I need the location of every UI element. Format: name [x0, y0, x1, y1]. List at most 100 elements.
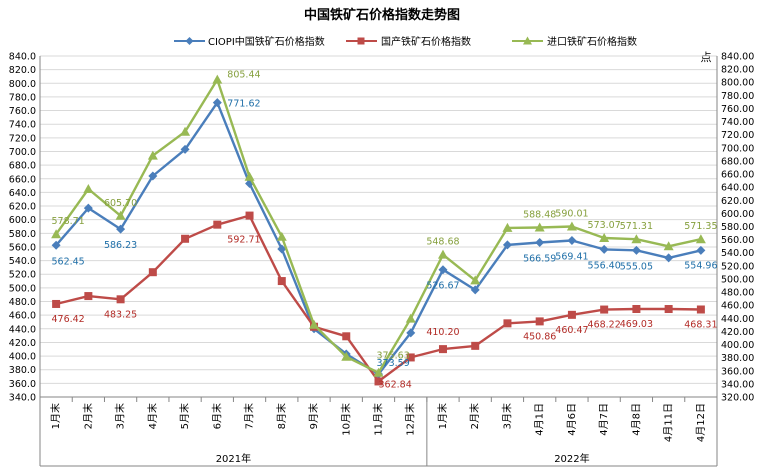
legend-item-domestic: 国产铁矿石价格指数: [346, 35, 471, 48]
data-point: [599, 233, 610, 243]
data-label: 555.05: [620, 261, 653, 272]
data-point: [212, 98, 222, 108]
gridlines: [40, 55, 717, 398]
data-point: [341, 351, 352, 361]
x-tick-label: 4月8日: [630, 403, 642, 436]
x-tick-label: 4月1日: [534, 403, 546, 436]
data-label: 362.84: [379, 379, 412, 390]
data-point: [664, 253, 674, 263]
y-tick-label-right: 600.00: [721, 209, 754, 220]
x-tick-label: 1月末: [49, 403, 62, 429]
data-label: 460.47: [555, 325, 588, 336]
data-label: 526.67: [426, 281, 459, 292]
data-point: [115, 210, 126, 220]
data-label: 586.23: [104, 240, 137, 251]
data-point: [116, 224, 126, 234]
y-tick-label-left: 580.0: [9, 229, 36, 240]
data-point: [147, 150, 158, 160]
data-point: [51, 229, 62, 239]
data-label: 476.42: [51, 314, 84, 325]
y-tick-label-left: 680.0: [9, 161, 36, 172]
data-label: 571.35: [684, 221, 717, 232]
y-tick-label-right: 420.00: [721, 327, 754, 338]
data-point: [148, 268, 157, 277]
y-tick-label-right: 460.00: [721, 301, 754, 312]
legend-item-imported: 进口铁矿石价格指数: [512, 35, 637, 48]
chart-title: 中国铁矿石价格指数走势图: [304, 7, 460, 23]
y-tick-label-right: 340.00: [721, 379, 754, 390]
y-tick-label-right: 680.00: [721, 156, 754, 167]
y-tick-label-left: 760.0: [9, 106, 36, 117]
y-tick-label-right: 360.00: [721, 366, 754, 377]
data-point: [664, 305, 673, 314]
y-tick-label-left: 500.0: [9, 283, 36, 294]
y-tick-label-left: 820.0: [9, 65, 36, 76]
data-label: 592.71: [227, 235, 260, 246]
y-tick-label-right: 740.00: [721, 117, 754, 128]
data-point: [632, 305, 641, 314]
y-tick-label-right: 320.00: [721, 393, 754, 404]
data-point: [696, 245, 706, 255]
data-point: [695, 234, 706, 244]
y-tick-label-right: 440.00: [721, 314, 754, 325]
data-label: 771.62: [227, 99, 260, 110]
data-point: [245, 211, 254, 220]
x-tick-label: 7月末: [243, 403, 256, 429]
data-label: 569.41: [555, 252, 588, 263]
y-ticks-right: 320.00 340.00 360.00 380.00 400.00 420.00 440.…: [721, 52, 754, 404]
data-point: [84, 292, 93, 301]
data-point: [406, 328, 416, 338]
x-tick-label: 3月末: [114, 403, 127, 429]
data-point: [631, 234, 642, 244]
y-tick-label-left: 540.0: [9, 256, 36, 267]
data-point: [180, 126, 191, 136]
data-label: 450.86: [523, 331, 556, 342]
x-tick-label: 2月末: [468, 403, 481, 429]
data-point: [696, 305, 705, 314]
data-point: [244, 171, 255, 181]
data-label: 548.68: [426, 237, 459, 248]
data-point: [180, 144, 190, 154]
y-tick-label-left: 620.0: [9, 202, 36, 213]
data-point: [83, 203, 93, 213]
data-point: [309, 319, 320, 329]
y-tick-label-right: 580.00: [721, 222, 754, 233]
data-point: [342, 332, 351, 341]
y-tick-label-right: 780.00: [721, 91, 754, 102]
x-tick-label: 11月末: [372, 403, 385, 436]
data-point: [502, 240, 512, 250]
y-tick-label-left: 600.0: [9, 215, 36, 226]
y-tick-label-left: 460.0: [9, 311, 36, 322]
y-ticks-left: 340.0 360.0 380.0 400.0 420.0 440.0 460.0 480.0…: [9, 52, 36, 404]
x-tick-label: 3月末: [500, 403, 513, 429]
y-tick-label-right: 660.00: [721, 170, 754, 181]
data-label: 373.59: [377, 358, 410, 369]
y-tick-label-right: 400.00: [721, 340, 754, 351]
x-tick-label: 4月11日: [663, 403, 675, 442]
y-tick-label-right: 800.00: [721, 78, 754, 89]
x-tick-label: 2月末: [81, 403, 94, 429]
y-tick-label-right: 380.00: [721, 353, 754, 364]
data-point: [471, 341, 480, 350]
data-point: [276, 231, 287, 241]
data-point: [406, 353, 415, 362]
y-tick-label-right: 500.00: [721, 274, 754, 285]
data-label: 562.45: [51, 256, 84, 267]
data-label: 375.63: [377, 351, 410, 362]
data-point: [405, 313, 416, 323]
data-point: [566, 221, 577, 231]
y-tick-label-left: 660.0: [9, 174, 36, 185]
y-tick-label-right: 640.00: [721, 183, 754, 194]
data-point: [374, 377, 383, 386]
y-tick-label-left: 480.0: [9, 297, 36, 308]
data-point: [148, 171, 158, 181]
data-point: [83, 183, 94, 193]
x-ticks: 1月末 2月末 3月末 4月末 5月末 6月末 7月末 8月末 9月末 10月末 11月末 12月末 1…: [39, 397, 718, 442]
data-point: [535, 317, 544, 326]
y-tick-label-left: 340.0: [9, 393, 36, 404]
x-tick-label: 1月末: [436, 403, 449, 429]
data-point: [567, 310, 576, 319]
right-axis-unit: 点: [701, 51, 712, 64]
